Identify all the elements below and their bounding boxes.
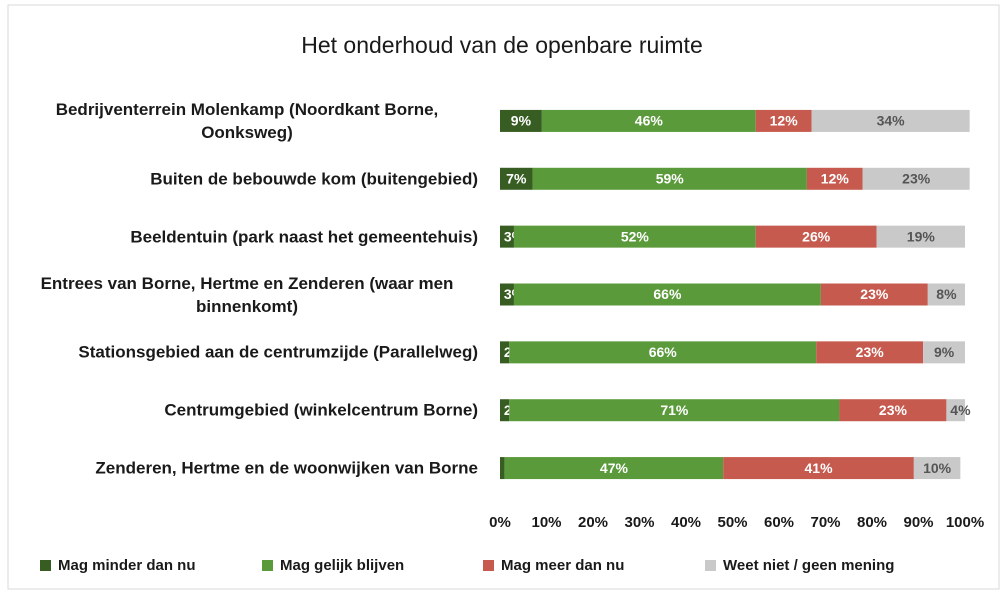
- category-label: Stationsgebied aan de centrumzijde (Para…: [78, 342, 478, 362]
- bar-segment: [532, 167, 807, 190]
- data-label: 12%: [821, 170, 850, 186]
- bar-segment: [755, 225, 877, 248]
- x-tick-label: 0%: [489, 514, 511, 531]
- legend-swatch: [483, 560, 494, 571]
- data-label: 23%: [902, 170, 931, 186]
- data-label: 34%: [877, 113, 906, 129]
- bar-segment: [500, 109, 542, 132]
- bar-segment: [816, 341, 924, 364]
- data-label: 12%: [770, 113, 799, 129]
- data-label: 66%: [649, 344, 678, 360]
- legend-swatch: [705, 560, 716, 571]
- legend-swatch: [262, 560, 273, 571]
- x-tick-label: 40%: [671, 514, 701, 531]
- data-label: 4%: [950, 402, 971, 418]
- x-tick-label: 30%: [624, 514, 654, 531]
- bar-segment: [876, 225, 965, 248]
- bar-segment: [500, 457, 505, 480]
- data-label: 8%: [936, 286, 957, 302]
- bar-segment: [923, 341, 965, 364]
- category-label-box: Zenderen, Hertme en de woonwijken van Bo…: [8, 457, 478, 480]
- category-label: Zenderen, Hertme en de woonwijken van Bo…: [95, 458, 478, 478]
- bar-segment: [946, 399, 965, 422]
- category-label: Bedrijventerrein Molenkamp (Noordkant Bo…: [55, 99, 439, 142]
- data-label: 23%: [860, 286, 889, 302]
- data-label: 41%: [805, 460, 834, 476]
- bar-segment: [513, 225, 756, 248]
- data-label: 9%: [511, 113, 532, 129]
- bar-segment: [541, 109, 756, 132]
- legend-label: Mag meer dan nu: [501, 557, 624, 574]
- x-tick-label: 80%: [857, 514, 887, 531]
- category-label-box: Entrees van Borne, Hertme en Zenderen (w…: [8, 272, 478, 318]
- data-label: 23%: [856, 344, 885, 360]
- bar-segment: [504, 457, 724, 480]
- category-label: Beeldentuin (park naast het gemeentehuis…: [130, 227, 478, 247]
- bar-segment: [811, 109, 970, 132]
- data-label: 52%: [621, 228, 650, 244]
- category-label-box: Bedrijventerrein Molenkamp (Noordkant Bo…: [8, 98, 478, 144]
- bar-segment: [500, 399, 510, 422]
- x-tick-label: 10%: [531, 514, 561, 531]
- data-label: 7%: [506, 170, 527, 186]
- category-label: Centrumgebied (winkelcentrum Borne): [164, 400, 478, 420]
- bar-segment: [500, 283, 514, 306]
- bar-segment: [723, 457, 914, 480]
- data-label: 19%: [907, 228, 936, 244]
- x-tick-label: 100%: [946, 514, 984, 531]
- bar-segment: [862, 167, 970, 190]
- data-label: 26%: [802, 228, 831, 244]
- category-label-box: Buiten de bebouwde kom (buitengebied): [8, 167, 478, 190]
- legend-label: Mag gelijk blijven: [280, 557, 404, 574]
- category-label-box: Centrumgebied (winkelcentrum Borne): [8, 399, 478, 422]
- data-label: 66%: [653, 286, 682, 302]
- data-label: 46%: [635, 113, 664, 129]
- legend-swatch: [40, 560, 51, 571]
- data-label: 10%: [923, 460, 952, 476]
- x-tick-label: 70%: [810, 514, 840, 531]
- bar-segment: [509, 399, 840, 422]
- data-label: 59%: [656, 170, 685, 186]
- bar-segment: [755, 109, 812, 132]
- bar-segment: [839, 399, 947, 422]
- legend-label: Weet niet / geen mening: [723, 557, 894, 574]
- category-label-box: Beeldentuin (park naast het gemeentehuis…: [8, 225, 478, 248]
- data-label: 9%: [934, 344, 955, 360]
- bar-segment: [500, 225, 514, 248]
- data-label: 71%: [660, 402, 689, 418]
- x-tick-label: 60%: [764, 514, 794, 531]
- bar-segment: [913, 457, 961, 480]
- bar-segment: [820, 283, 928, 306]
- x-tick-label: 90%: [903, 514, 933, 531]
- category-label: Buiten de bebouwde kom (buitengebied): [150, 169, 478, 189]
- bar-segment: [500, 167, 533, 190]
- bar-segment: [927, 283, 965, 306]
- category-label: Entrees van Borne, Hertme en Zenderen (w…: [40, 273, 454, 316]
- chart-title: Het onderhoud van de openbare ruimte: [301, 32, 703, 58]
- category-label-box: Stationsgebied aan de centrumzijde (Para…: [8, 341, 478, 364]
- data-label: 47%: [600, 460, 629, 476]
- x-tick-label: 20%: [578, 514, 608, 531]
- bar-segment: [513, 283, 821, 306]
- bar-segment: [509, 341, 817, 364]
- legend-label: Mag minder dan nu: [58, 557, 196, 574]
- bar-segment: [500, 341, 510, 364]
- bar-segment: [806, 167, 863, 190]
- x-tick-label: 50%: [717, 514, 747, 531]
- data-label: 23%: [879, 402, 908, 418]
